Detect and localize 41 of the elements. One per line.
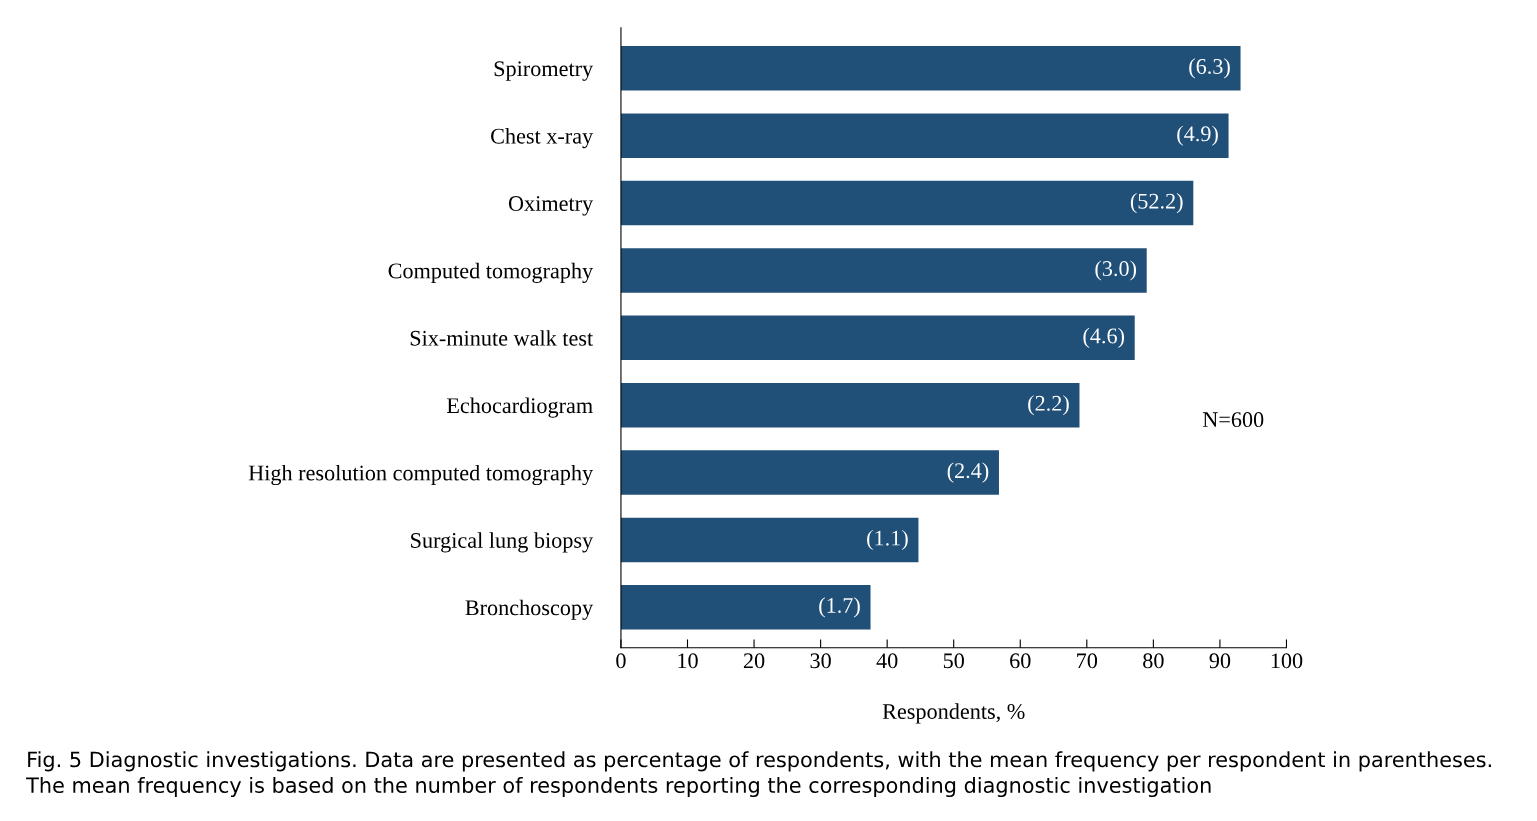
annotation: (52.2): [1130, 193, 1183, 214]
annotation: (4.9): [1177, 125, 1218, 146]
bar: [620, 585, 871, 630]
bar: [620, 180, 1194, 226]
bar: [620, 517, 919, 563]
x-tick-label: 100: [1271, 653, 1303, 669]
annotation: (1.1): [867, 529, 908, 551]
x-tick-label: 40: [876, 653, 898, 669]
x-tick-label: 20: [743, 653, 765, 669]
y-tick-label: Six-minute walk test: [410, 330, 594, 346]
x-tick-label: 80: [1143, 653, 1164, 669]
x-tick-label: 60: [1010, 653, 1031, 669]
bar: [620, 382, 1080, 428]
caption: Fig. 5 Diagnostic investigations. Data are presented as percentage of respondents, with the mean frequency per respondent in parentheses. The mean frequency is based on the number of respondents reporting the corresponding diagnostic investigation: [26, 751, 1491, 798]
bar: [620, 248, 1147, 293]
annotation: (2.4): [947, 462, 989, 483]
bar: [620, 46, 1241, 91]
y-tick-label: Chest x-ray: [491, 128, 594, 149]
y-tick-label: High resolution computed tomography: [248, 464, 594, 486]
x-tick-label: 10: [678, 653, 698, 669]
annotation: (6.3): [1189, 58, 1230, 79]
annotation: (4.6): [1083, 327, 1125, 348]
annotation: N=600: [1202, 412, 1264, 428]
y-tick-label: Echocardiogram: [446, 397, 593, 418]
y-tick-label: Oximetry: [508, 196, 594, 216]
y-tick-label: Spirometry: [494, 61, 594, 81]
x-tick-label: 90: [1209, 653, 1231, 669]
annotation: (3.0): [1095, 260, 1137, 281]
bar: [620, 450, 999, 495]
x-tick-label: 30: [810, 653, 831, 669]
bar: [620, 315, 1135, 361]
x-tick-label: 50: [943, 653, 964, 669]
x-axis-title: Respondents, %: [882, 703, 1025, 724]
y-tick-label: Surgical lung biopsy: [411, 532, 594, 553]
x-tick-label: 0: [616, 653, 626, 669]
annotation: (1.7): [819, 597, 860, 618]
y-tick-label: Bronchoscopy: [465, 599, 594, 620]
bar: [620, 113, 1229, 158]
annotation: (2.2): [1028, 395, 1069, 416]
x-tick-label: 70: [1077, 653, 1098, 669]
y-tick-label: Computed tomography: [388, 262, 594, 283]
